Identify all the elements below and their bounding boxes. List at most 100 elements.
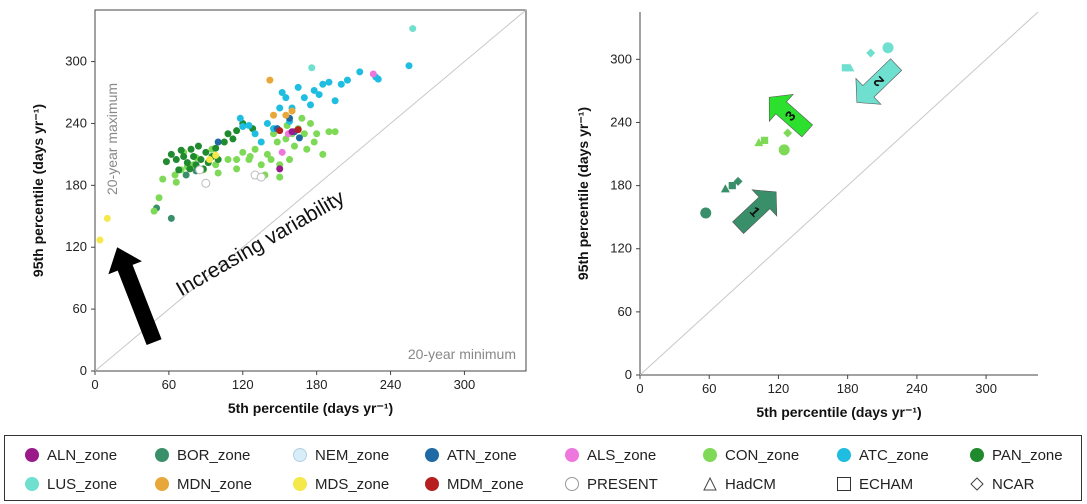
x-tick-label: 0 xyxy=(91,377,98,392)
y-tick-label: 300 xyxy=(610,51,632,66)
legend-item-mdm-zone: MDM_zone xyxy=(425,474,524,494)
legend-item-als-zone: ALS_zone xyxy=(565,445,656,465)
point-con-zone xyxy=(239,148,247,156)
point-con-zone xyxy=(276,173,284,181)
point-lus-zone xyxy=(409,25,417,33)
legend-symbol-circle xyxy=(293,477,307,491)
legend-item-atc-zone: ATC_zone xyxy=(837,445,929,465)
point-atc-zone xyxy=(343,76,351,84)
legend-label: MDN_zone xyxy=(177,475,253,493)
y-tick-label: 180 xyxy=(65,177,87,192)
point-atc-zone xyxy=(251,130,259,138)
point-con-zone xyxy=(290,142,298,150)
legend-symbol-circle xyxy=(25,448,39,462)
legend-item-bor-zone: BOR_zone xyxy=(155,445,250,465)
legend-label: NCAR xyxy=(992,475,1035,493)
point-atc-zone xyxy=(263,119,271,127)
legend-item-mdn-zone: MDN_zone xyxy=(155,474,252,494)
point-pan-zone xyxy=(177,146,185,154)
legend-item-con-zone: CON_zone xyxy=(703,445,799,465)
point-pan-zone xyxy=(233,127,241,135)
legend-symbol-circle xyxy=(425,448,439,462)
point-con-zone xyxy=(298,114,306,122)
legend-symbol-circle xyxy=(565,448,579,462)
point-con-zone xyxy=(310,138,318,146)
point-pan-zone xyxy=(167,150,175,158)
legend-item-aln-zone: ALN_zone xyxy=(25,445,117,465)
point-pan-zone xyxy=(224,130,232,138)
point-pan-zone xyxy=(229,135,237,143)
x-axis-label: 5th percentile (days yr⁻¹) xyxy=(756,404,921,420)
legend-label: NEM_zone xyxy=(315,446,390,464)
point-con-zone xyxy=(303,145,311,153)
point-atc-zone xyxy=(331,97,339,105)
chart-left: 0 60 120 180 240 300 0 60 120 180 240 300 5th percen… xyxy=(30,9,527,416)
legend-symbol-triangle-open xyxy=(703,477,717,491)
x-tick-label: 0 xyxy=(636,381,643,396)
trend-arrow-shape xyxy=(768,93,813,138)
y-tick-label: 60 xyxy=(73,301,87,316)
x-tick-label: 60 xyxy=(702,381,716,396)
point-atc-zone xyxy=(319,80,327,88)
legend-label: ALN_zone xyxy=(47,446,118,464)
legend-item-nem-zone: NEM_zone xyxy=(293,445,389,465)
point-atc-zone xyxy=(310,86,318,94)
trend-arrow-1: 1 xyxy=(732,189,778,234)
y-tick-label: 180 xyxy=(610,178,632,193)
point-atc-zone xyxy=(236,114,244,122)
point-bor-zone-circle xyxy=(700,207,712,219)
y-tick-label: 60 xyxy=(618,304,632,319)
annotation-20-year-minimum: 20-year minimum xyxy=(408,346,516,362)
point-pan-zone xyxy=(212,144,220,152)
point-con-zone xyxy=(331,128,339,136)
point-bor-zone-diamond xyxy=(733,176,743,186)
point-atc-zone xyxy=(405,62,413,70)
point-pan-zone xyxy=(180,152,188,160)
data-points xyxy=(700,42,894,219)
point-mds-zone xyxy=(206,156,214,164)
x-tick-label: 300 xyxy=(975,381,997,396)
legend-label: CON_zone xyxy=(725,446,800,464)
point-con-zone-diamond xyxy=(783,128,793,138)
legend-symbol-circle xyxy=(155,448,169,462)
point-pan-zone xyxy=(175,166,183,174)
legend-item-ncar: NCAR xyxy=(970,474,1035,494)
point-aln-zone xyxy=(288,128,296,136)
legend-symbol-circle xyxy=(425,477,439,491)
annotation-20-year-maximum: 20-year maximum xyxy=(104,83,120,195)
point-con-zone xyxy=(319,150,327,158)
point-con-zone xyxy=(172,178,180,186)
point-aln-zone xyxy=(276,165,284,173)
y-axis-label: 95th percentile (days yr⁻¹) xyxy=(575,107,591,280)
legend-symbol-circle xyxy=(25,477,39,491)
legend-item-hadcm: HadCM xyxy=(703,474,776,494)
point-mdn-zone xyxy=(288,107,296,115)
point-atn-zone xyxy=(295,134,303,142)
point-mdn-zone xyxy=(270,111,278,119)
point-mdn-zone xyxy=(266,76,274,84)
point-con-zone-square xyxy=(760,136,769,144)
legend-symbol-circle xyxy=(703,448,717,462)
point-con-zone xyxy=(325,128,333,136)
point-als-zone xyxy=(278,148,286,156)
trend-arrow-3: 3 xyxy=(768,93,813,138)
legend-item-pan-zone: PAN_zone xyxy=(970,445,1063,465)
data-points xyxy=(96,25,417,244)
point-con-zone xyxy=(246,152,254,160)
point-atc-zone xyxy=(245,122,253,130)
x-tick-label: 180 xyxy=(306,377,328,392)
y-tick-label: 300 xyxy=(65,54,87,69)
legend-item-echam: ECHAM xyxy=(837,474,913,494)
point-bor-zone-triangle xyxy=(720,184,730,193)
y-tick-label: 240 xyxy=(610,114,632,129)
legend-symbol-circle xyxy=(970,448,984,462)
point-pan-zone xyxy=(197,156,205,164)
point-con-zone xyxy=(251,145,259,153)
point-pan-zone xyxy=(220,138,228,146)
x-tick-label: 120 xyxy=(232,377,254,392)
x-tick-label: 240 xyxy=(380,377,402,392)
point-pan-zone xyxy=(186,165,194,173)
point-mds-zone xyxy=(103,214,111,222)
point-con-zone-circle xyxy=(778,144,790,156)
legend-symbol-circle xyxy=(293,448,307,462)
